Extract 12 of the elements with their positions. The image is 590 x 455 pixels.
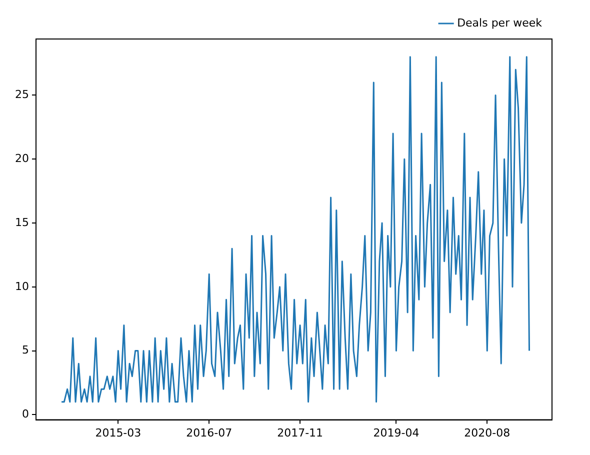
x-tick-label: 2019-04 xyxy=(373,426,420,440)
x-tick-label: 2016-07 xyxy=(186,426,232,440)
y-tick-label: 25 xyxy=(14,88,29,102)
y-tick-label: 10 xyxy=(14,280,29,293)
y-tick-label: 20 xyxy=(14,152,29,165)
x-tick-label: 2017-11 xyxy=(277,426,324,440)
legend-label: Deals per week xyxy=(457,16,543,30)
y-tick-label: 0 xyxy=(22,408,29,421)
y-tick-label: 15 xyxy=(14,216,29,229)
y-tick-label: 5 xyxy=(22,344,29,357)
x-tick-label: 2020-08 xyxy=(464,426,510,440)
x-tick-label: 2015-03 xyxy=(95,426,142,440)
